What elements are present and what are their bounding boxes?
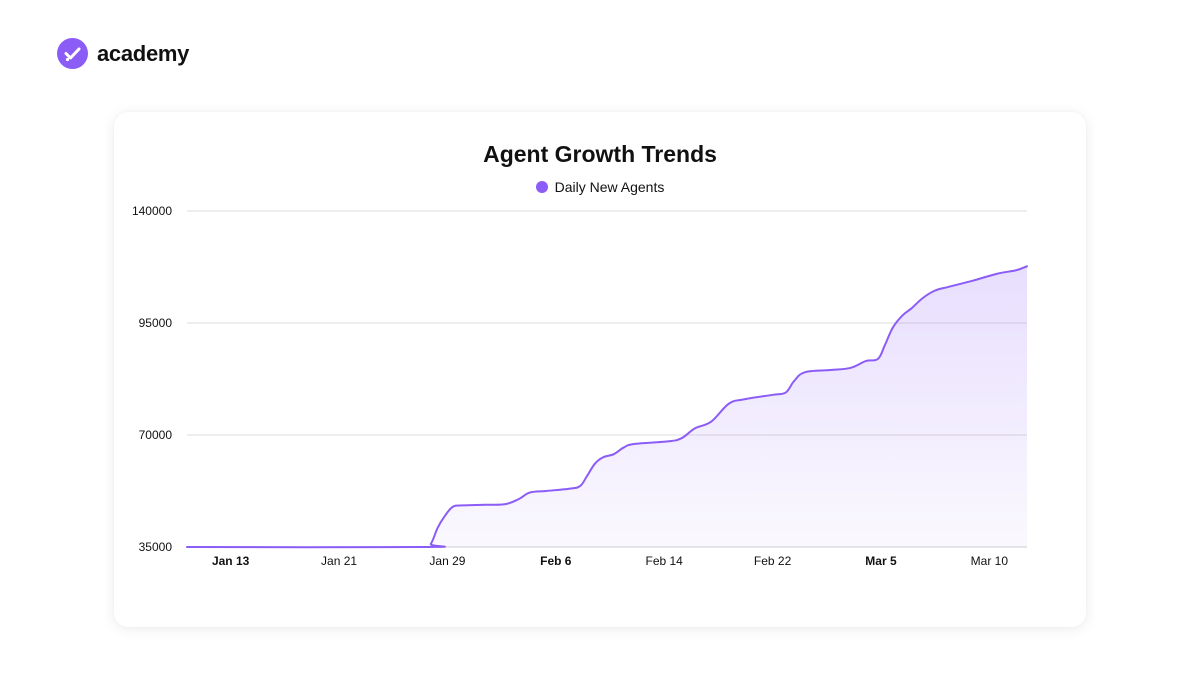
x-tick-label: Feb 22 bbox=[754, 554, 792, 568]
legend-swatch bbox=[535, 181, 548, 193]
legend-label: Daily New Agents bbox=[554, 179, 665, 195]
y-tick-label: 70000 bbox=[139, 428, 173, 442]
x-tick-label: Mar 10 bbox=[971, 554, 1009, 568]
series-line-daily-new-agents[interactable] bbox=[186, 265, 1028, 549]
series-area-daily-new-agents bbox=[187, 266, 1027, 548]
brand-logo[interactable]: academy bbox=[57, 38, 189, 69]
x-tick-label: Mar 5 bbox=[865, 554, 897, 568]
x-tick-label: Jan 13 bbox=[212, 554, 250, 568]
chart-legend[interactable]: Daily New Agents bbox=[0, 179, 1200, 195]
y-tick-label: 35000 bbox=[139, 540, 173, 554]
y-tick-label: 140000 bbox=[132, 204, 172, 218]
x-tick-label: Jan 21 bbox=[321, 554, 357, 568]
x-tick-label: Feb 14 bbox=[646, 554, 684, 568]
chart-title: Agent Growth Trends bbox=[483, 141, 717, 167]
logo-check-icon bbox=[57, 38, 88, 69]
brand-name: academy bbox=[97, 40, 190, 66]
y-tick-label: 95000 bbox=[139, 316, 173, 330]
x-tick-label: Feb 6 bbox=[540, 554, 572, 568]
x-tick-label: Jan 29 bbox=[429, 554, 465, 568]
